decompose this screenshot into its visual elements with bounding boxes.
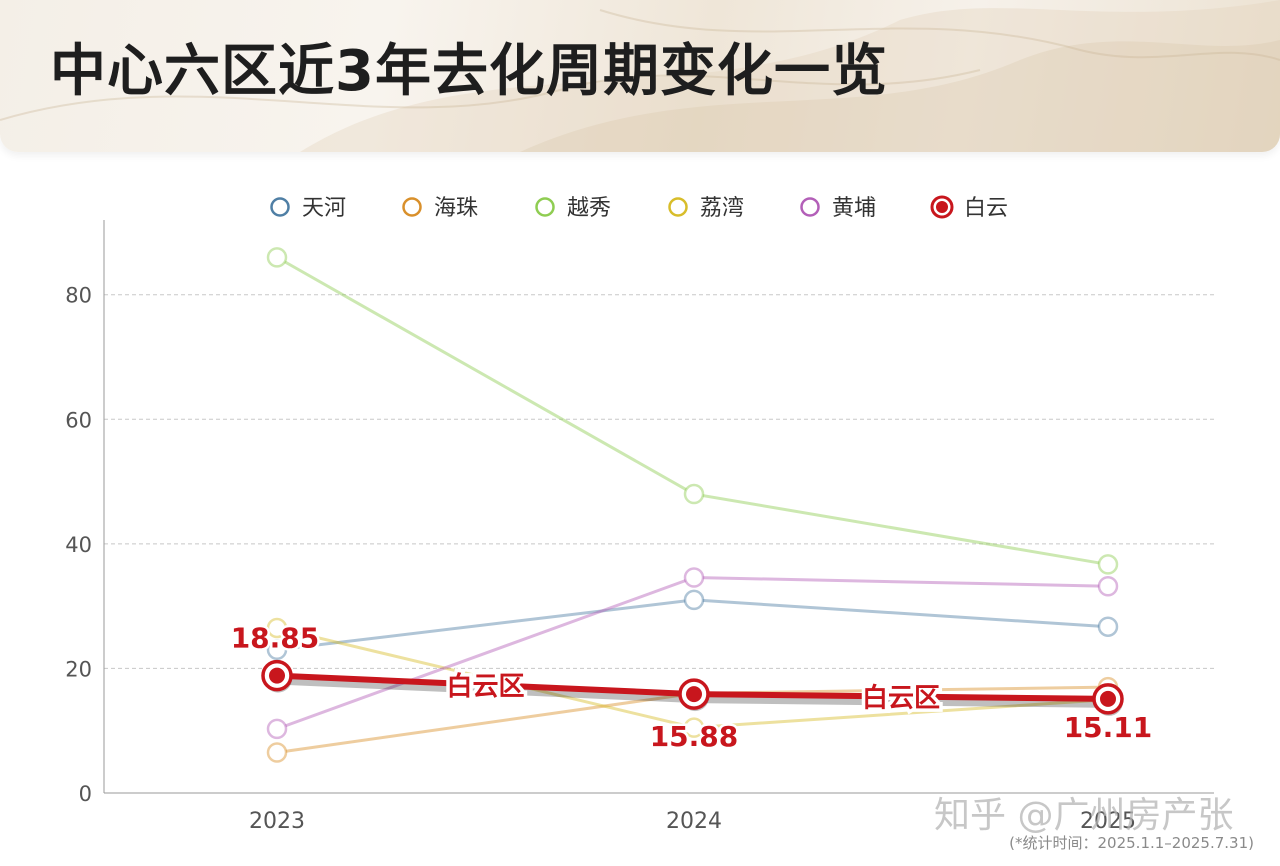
series-line-highlight [261,659,1124,716]
watermark-text: 知乎 @广州房产张 [934,795,1234,836]
series-line [266,589,1119,660]
series-line [266,567,1119,740]
legend-marker [800,197,820,217]
line-annotation: 白云区 [862,682,940,713]
legend-label: 天河 [302,196,346,221]
x-tick-label: 2023 [249,809,305,834]
data-point [266,617,288,639]
series-polyline [276,626,1109,730]
chart-series [261,247,1124,763]
data-point [683,483,705,505]
chart-axes: 0 20 40 60 80 2023 2024 2025 [65,220,1214,834]
legend-marker [402,197,422,217]
legend-label: 越秀 [567,196,611,221]
chart-legend: 天河 海珠 越秀 荔湾 黄埔 白云 [270,195,1008,221]
series-polyline [276,256,1109,566]
y-tick-label: 80 [65,284,92,308]
chart-data-labels: 18.85 15.88 15.11 白云区 白云区 [228,619,1155,755]
data-point [1097,616,1119,637]
legend-marker [535,197,555,217]
legend-label: 海珠 [434,196,478,221]
legend-marker [270,197,290,217]
y-tick-label: 20 [65,657,92,681]
data-label: 18.85 [231,622,320,655]
x-tick-label: 2024 [666,809,722,834]
data-point-core [269,667,285,684]
data-point [1097,575,1119,597]
legend-marker [668,197,688,217]
data-point [683,589,705,611]
chart-gridlines [104,294,1214,669]
legend-label: 黄埔 [832,196,876,221]
legend-label: 荔湾 [700,196,744,221]
y-tick-label: 40 [65,533,92,557]
series-line [266,247,1119,575]
data-point-core [686,686,702,703]
data-point [266,742,288,763]
legend-label: 白云 [964,196,1008,221]
data-label: 15.88 [650,720,739,753]
data-point [683,717,705,738]
y-tick-label: 0 [79,782,92,806]
page-title: 中心六区近3年去化周期变化一览 [50,39,888,104]
banner-wave-decoration [0,0,1280,152]
footnote-statistics-period: (*统计时间：2025.1.1–2025.7.31) [1009,834,1254,852]
data-point [1097,554,1119,575]
data-label: 15.11 [1064,711,1153,744]
line-annotation: 白云区 [446,671,524,702]
data-point-core [1100,690,1116,707]
data-point [683,567,705,588]
data-point [266,718,288,740]
legend-marker-dot [936,201,948,213]
title-banner: 中心六区近3年去化周期变化一览 [0,0,1280,152]
y-tick-label: 60 [65,408,92,432]
data-point [266,639,288,660]
x-tick-label: 2025 [1080,809,1136,834]
data-point [266,247,288,268]
